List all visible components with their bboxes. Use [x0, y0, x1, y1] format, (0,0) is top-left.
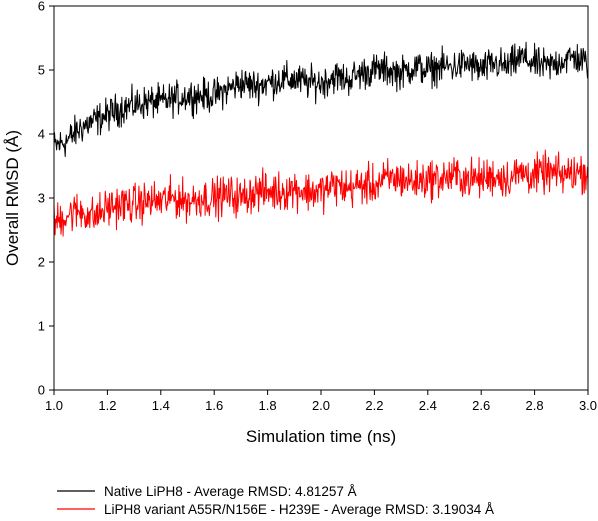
- x-axis-title: Simulation time (ns): [246, 427, 396, 446]
- x-tick-label: 2.2: [365, 398, 383, 413]
- x-axis: 1.0 1.2 1.4 1.6 1.8 2.0 2.2 2.4 2.6 2.8 3.0: [45, 390, 597, 413]
- x-tick-label: 2.4: [419, 398, 437, 413]
- series-line-0: [54, 41, 588, 157]
- y-tick-label: 0: [38, 383, 45, 398]
- y-tick-label: 4: [38, 127, 45, 142]
- x-tick-label: 2.6: [472, 398, 490, 413]
- series-layer: [54, 41, 588, 237]
- legend: Native LiPH8 - Average RMSD: 4.81257 Å Li…: [57, 484, 494, 517]
- y-axis: 0 1 2 3 4 5 6: [38, 0, 54, 398]
- x-tick-label: 1.4: [152, 398, 170, 413]
- x-tick-label: 2.8: [526, 398, 544, 413]
- y-tick-label: 2: [38, 255, 45, 270]
- legend-label-1: LiPH8 variant A55R/N156E - H239E - Avera…: [104, 502, 494, 517]
- x-tick-label: 2.0: [312, 398, 330, 413]
- x-tick-label: 1.8: [259, 398, 277, 413]
- x-tick-label: 1.6: [205, 398, 223, 413]
- x-tick-label: 1.0: [45, 398, 63, 413]
- legend-label-0: Native LiPH8 - Average RMSD: 4.81257 Å: [104, 484, 357, 499]
- y-tick-label: 5: [38, 63, 45, 78]
- y-tick-label: 1: [38, 319, 45, 334]
- series-line-1: [54, 149, 588, 237]
- x-tick-label: 3.0: [579, 398, 597, 413]
- y-tick-label: 6: [38, 0, 45, 14]
- x-tick-label: 1.2: [98, 398, 116, 413]
- y-axis-title: Overall RMSD (Å): [3, 130, 22, 266]
- y-tick-label: 3: [38, 191, 45, 206]
